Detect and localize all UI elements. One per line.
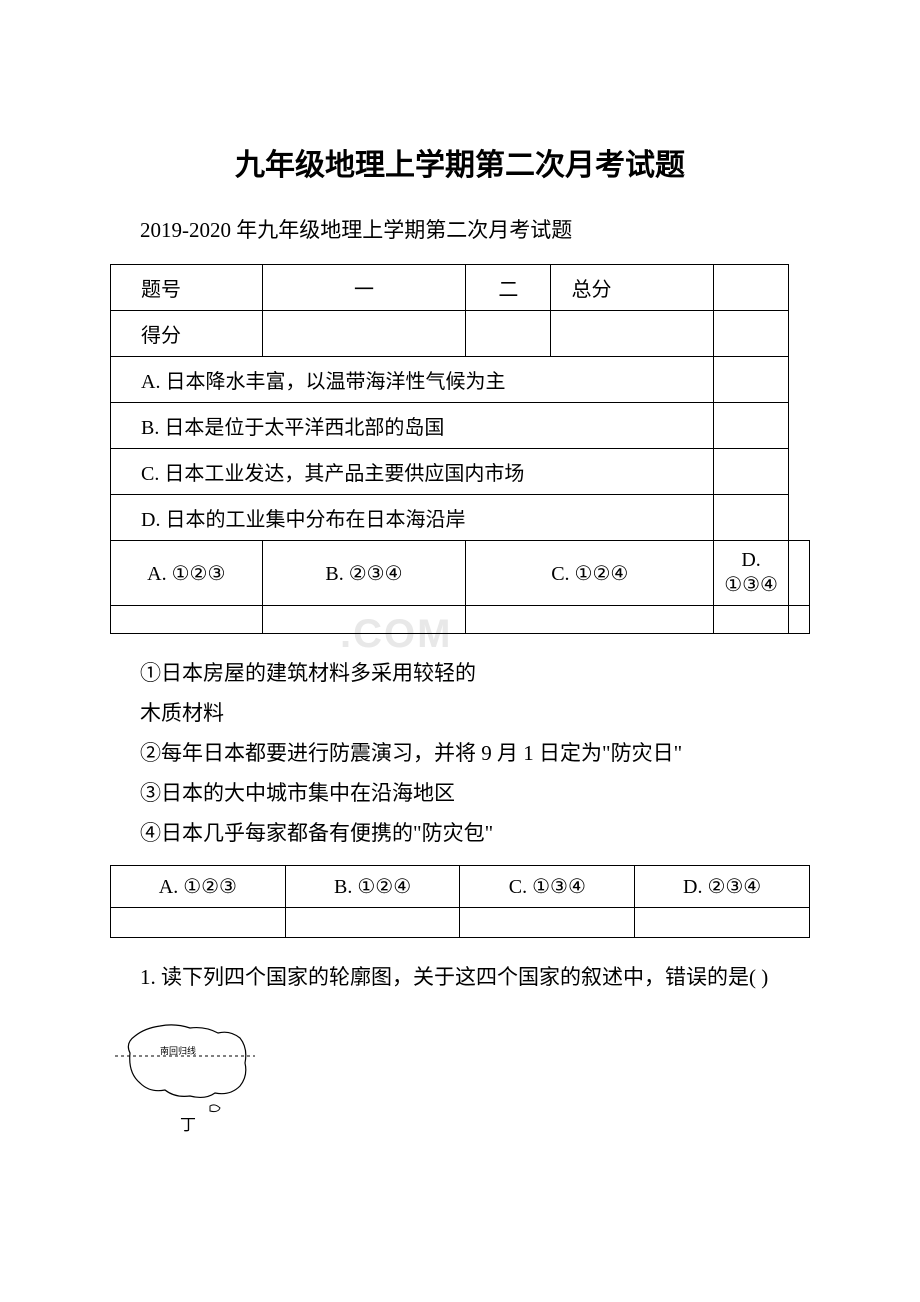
body-line-2: 木质材料: [110, 694, 810, 734]
header-cell: 一: [262, 265, 466, 311]
australia-outline-icon: 南回归线 丁: [110, 1008, 270, 1138]
cell: [111, 606, 263, 634]
cell: [262, 606, 466, 634]
cell: [714, 606, 789, 634]
cell: [466, 311, 551, 357]
cell: [789, 606, 810, 634]
cell: [262, 311, 466, 357]
option-d: D. ②③④: [635, 866, 810, 908]
question-1-text: 1. 读下列四个国家的轮廓图，关于这四个国家的叙述中，错误的是( ): [140, 965, 768, 989]
table-row: B. 日本是位于太平洋西北部的岛国: [111, 403, 810, 449]
option-c: C. ①②④: [466, 541, 714, 606]
option-c: C. ①③④: [460, 866, 635, 908]
table-row: C. 日本工业发达，其产品主要供应国内市场: [111, 449, 810, 495]
table-row: A. 日本降水丰富，以温带海洋性气候为主: [111, 357, 810, 403]
header-cell: [714, 265, 789, 311]
header-cell: 总分: [551, 265, 714, 311]
cell: [551, 311, 714, 357]
table-row: D. 日本的工业集中分布在日本海沿岸: [111, 495, 810, 541]
table-row: [111, 908, 810, 938]
map-letter-label: 丁: [180, 1117, 196, 1134]
statement-d: D. 日本的工业集中分布在日本海沿岸: [111, 495, 714, 541]
body-line-5: ④日本几乎每家都备有便携的"防灾包": [110, 814, 810, 854]
tropic-label: 南回归线: [160, 1045, 196, 1056]
subtitle: 2019-2020 年九年级地理上学期第二次月考试题: [110, 214, 810, 244]
body-line-4: ③日本的大中城市集中在沿海地区: [110, 774, 810, 814]
option-a: A. ①②③: [111, 866, 286, 908]
cell: [714, 495, 789, 541]
options-table-2: A. ①②③ B. ①②④ C. ①③④ D. ②③④: [110, 865, 810, 938]
cell: [460, 908, 635, 938]
statement-c: C. 日本工业发达，其产品主要供应国内市场: [111, 449, 714, 495]
header-cell: 题号: [111, 265, 263, 311]
statement-a: A. 日本降水丰富，以温带海洋性气候为主: [111, 357, 714, 403]
cell: [789, 541, 810, 606]
statement-b: B. 日本是位于太平洋西北部的岛国: [111, 403, 714, 449]
main-title: 九年级地理上学期第二次月考试题: [110, 140, 810, 184]
table-row: A. ①②③ B. ①②④ C. ①③④ D. ②③④: [111, 866, 810, 908]
cell: 得分: [111, 311, 263, 357]
score-table: 题号 一 二 总分 得分 A. 日本降水丰富，以温带海洋性气候为主 B. 日本是…: [110, 264, 810, 634]
cell: [466, 606, 714, 634]
table-row: 题号 一 二 总分: [111, 265, 810, 311]
body-line-1: ①日本房屋的建筑材料多采用较轻的: [110, 654, 810, 694]
option-b: B. ①②④: [285, 866, 460, 908]
question-1: 1. 读下列四个国家的轮廓图，关于这四个国家的叙述中，错误的是( ): [110, 958, 810, 998]
table-row: 得分: [111, 311, 810, 357]
map-australia: 南回归线 丁: [110, 1008, 810, 1143]
option-a: A. ①②③: [111, 541, 263, 606]
body-line-3: ②每年日本都要进行防震演习，并将 9 月 1 日定为"防灾日": [110, 734, 810, 774]
cell: [285, 908, 460, 938]
cell: [111, 908, 286, 938]
cell: [635, 908, 810, 938]
cell: [714, 449, 789, 495]
header-cell: 二: [466, 265, 551, 311]
table-row: [111, 606, 810, 634]
option-d: D. ①③④: [714, 541, 789, 606]
option-b: B. ②③④: [262, 541, 466, 606]
cell: [714, 311, 789, 357]
cell: [714, 403, 789, 449]
table-row: A. ①②③ B. ②③④ C. ①②④ D. ①③④: [111, 541, 810, 606]
cell: [714, 357, 789, 403]
